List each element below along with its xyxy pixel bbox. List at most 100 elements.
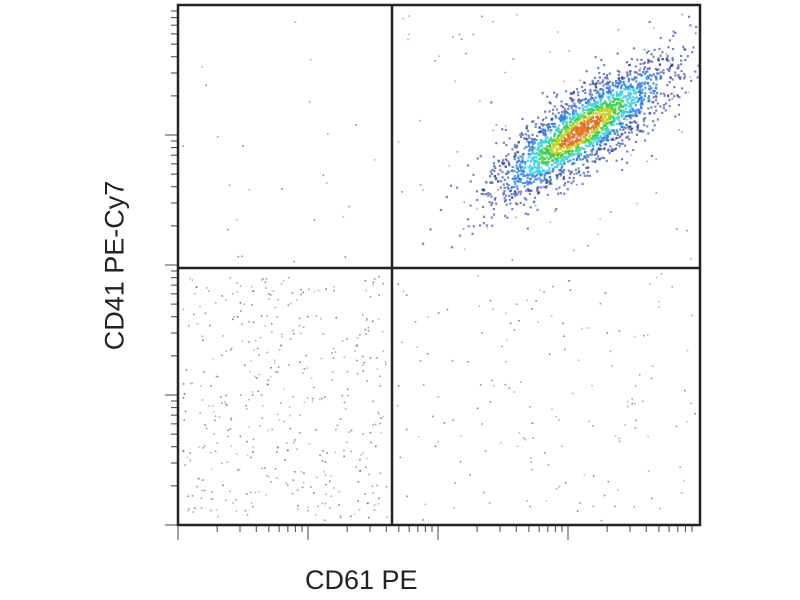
event-point — [549, 181, 552, 184]
event-point — [182, 449, 184, 452]
event-point — [633, 120, 636, 123]
event-point — [556, 93, 559, 96]
event-point — [222, 335, 225, 337]
event-point — [634, 113, 637, 116]
event-point — [225, 350, 228, 352]
event-point — [555, 150, 558, 153]
event-point — [670, 92, 673, 95]
event-point — [201, 479, 204, 481]
event-point — [273, 362, 276, 364]
event-point — [299, 361, 301, 363]
event-point — [482, 222, 485, 225]
event-point — [575, 158, 578, 161]
event-point — [471, 232, 474, 235]
event-point — [592, 505, 595, 508]
event-point — [477, 274, 479, 277]
event-point — [427, 316, 430, 318]
event-point — [493, 198, 496, 201]
event-point — [522, 167, 525, 170]
event-point — [592, 102, 595, 106]
event-point — [606, 81, 609, 84]
event-point — [607, 91, 610, 95]
event-point — [580, 85, 584, 89]
event-point — [252, 290, 255, 292]
event-point — [544, 452, 546, 454]
event-point — [524, 163, 527, 166]
event-point — [531, 175, 534, 178]
event-point — [305, 354, 307, 357]
event-point — [526, 172, 529, 175]
event-point — [501, 176, 504, 179]
event-point — [655, 109, 658, 112]
event-point — [520, 132, 523, 135]
event-point — [573, 162, 576, 165]
event-point — [569, 124, 572, 127]
event-point — [252, 446, 255, 448]
event-point — [256, 347, 259, 350]
event-point — [246, 440, 248, 443]
event-point — [612, 123, 616, 126]
event-point — [596, 134, 600, 137]
event-point — [458, 33, 461, 36]
event-point — [634, 92, 638, 95]
event-point — [624, 85, 627, 88]
event-point — [518, 319, 520, 322]
event-point — [604, 82, 607, 85]
event-point — [655, 191, 658, 194]
event-point — [534, 156, 538, 159]
event-point — [568, 105, 571, 108]
event-point — [597, 136, 600, 139]
event-point — [542, 133, 545, 136]
event-point — [562, 322, 564, 325]
event-point — [598, 131, 601, 134]
event-point — [545, 147, 549, 150]
event-point — [516, 166, 519, 169]
event-point — [519, 180, 522, 183]
event-point — [397, 140, 400, 143]
event-point — [609, 105, 612, 108]
event-point — [669, 64, 673, 67]
event-point — [592, 126, 595, 129]
event-point — [658, 306, 660, 309]
event-point — [276, 445, 279, 448]
event-point — [310, 58, 312, 61]
event-point — [542, 162, 545, 165]
event-point — [613, 104, 616, 107]
event-point — [574, 125, 578, 128]
event-point — [556, 127, 559, 130]
event-point — [207, 290, 210, 292]
event-point — [660, 272, 663, 275]
event-point — [532, 180, 535, 183]
event-point — [584, 127, 587, 131]
event-point — [552, 169, 555, 172]
event-point — [683, 479, 686, 482]
event-point — [618, 123, 621, 126]
event-point — [539, 150, 542, 153]
event-point — [613, 120, 616, 123]
event-point — [485, 193, 488, 196]
event-point — [624, 424, 626, 426]
event-point — [589, 116, 592, 119]
event-point — [229, 349, 232, 351]
event-point — [554, 116, 558, 119]
event-point — [574, 133, 577, 136]
event-point — [241, 255, 243, 258]
event-point — [264, 281, 267, 284]
event-point — [296, 508, 299, 510]
event-point — [596, 90, 600, 93]
event-point — [522, 203, 526, 206]
event-point — [380, 417, 382, 419]
event-point — [597, 79, 600, 83]
event-point — [607, 96, 610, 99]
event-point — [635, 96, 639, 99]
event-point — [549, 145, 552, 149]
event-point — [595, 133, 598, 136]
event-point — [396, 405, 399, 407]
event-point — [587, 112, 590, 115]
event-point — [620, 158, 624, 161]
event-point — [655, 158, 658, 160]
event-point — [600, 109, 604, 113]
event-point — [599, 100, 602, 103]
event-point — [381, 330, 384, 333]
event-point — [600, 87, 603, 91]
